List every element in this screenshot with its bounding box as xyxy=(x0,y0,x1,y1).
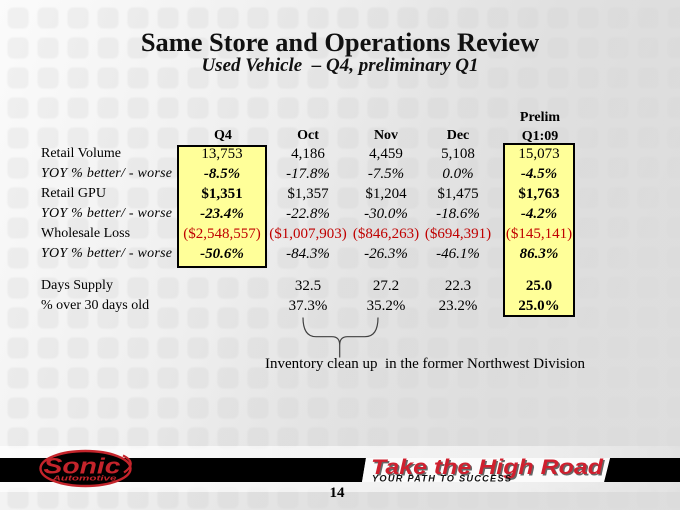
svg-text:Automotive: Automotive xyxy=(51,473,117,482)
svg-text:Sonic: Sonic xyxy=(44,454,121,479)
svg-text:Take the High Road: Take the High Road xyxy=(373,457,606,481)
svg-text:YOUR PATH TO SUCCESS: YOUR PATH TO SUCCESS xyxy=(372,474,512,484)
svg-text:Take the High Road: Take the High Road xyxy=(371,455,604,479)
